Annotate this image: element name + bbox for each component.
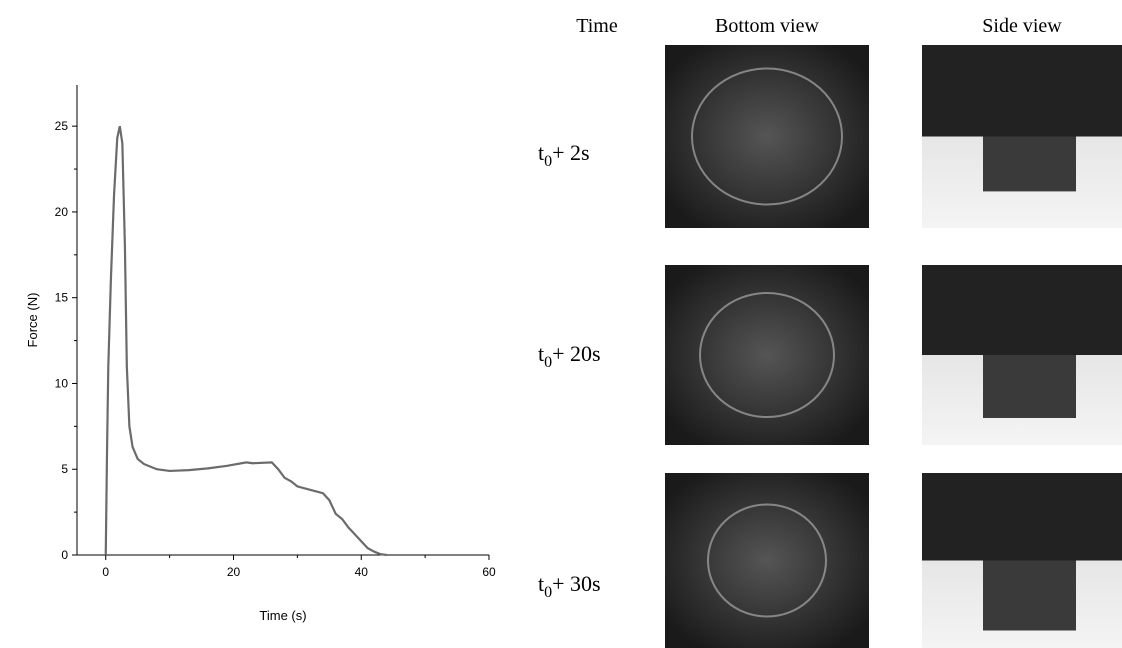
time-symbol: t <box>538 571 544 596</box>
y-tick-label: 5 <box>61 462 68 476</box>
probe <box>983 136 1076 192</box>
time-label: t0+ 2s <box>538 140 590 170</box>
y-tick-label: 15 <box>55 291 69 305</box>
column-header: Bottom view <box>715 15 819 37</box>
time-offset: + 2s <box>552 140 589 165</box>
y-tick-label: 25 <box>55 119 69 133</box>
y-tick-label: 10 <box>55 376 69 390</box>
probe <box>983 560 1076 631</box>
data-line <box>104 125 387 557</box>
chart: 0 5 10 15 20 25 0 20 40 60 Time (s) Force (N) <box>25 85 496 623</box>
time-label: t0+ 30s <box>538 571 601 601</box>
time-symbol: t <box>538 341 544 366</box>
bottom-view-photo <box>665 45 869 228</box>
time-subscript: 0 <box>544 354 552 371</box>
y-tick-label: 20 <box>55 205 69 219</box>
time-label: t0+ 20s <box>538 341 601 371</box>
time-offset: + 20s <box>552 341 600 366</box>
plate <box>922 265 1122 355</box>
x-tick-label: 20 <box>227 565 241 579</box>
x-tick-label: 60 <box>482 565 496 579</box>
bottom-view-photo <box>665 473 869 648</box>
plate <box>922 45 1122 137</box>
droplet <box>699 292 835 418</box>
column-header: Time <box>576 15 618 37</box>
y-tick-label: 0 <box>61 548 68 562</box>
time-subscript: 0 <box>544 584 552 601</box>
x-tick-label: 40 <box>355 565 369 579</box>
x-axis-label: Time (s) <box>259 608 306 623</box>
time-symbol: t <box>538 140 544 165</box>
y-axis-label: Force (N) <box>25 293 40 348</box>
plate <box>922 473 1122 561</box>
time-subscript: 0 <box>544 153 552 170</box>
droplet <box>707 503 827 618</box>
droplet <box>691 67 843 206</box>
column-header: Side view <box>982 15 1062 37</box>
probe <box>983 355 1076 418</box>
time-offset: + 30s <box>552 571 600 596</box>
x-tick-label: 0 <box>102 565 109 579</box>
